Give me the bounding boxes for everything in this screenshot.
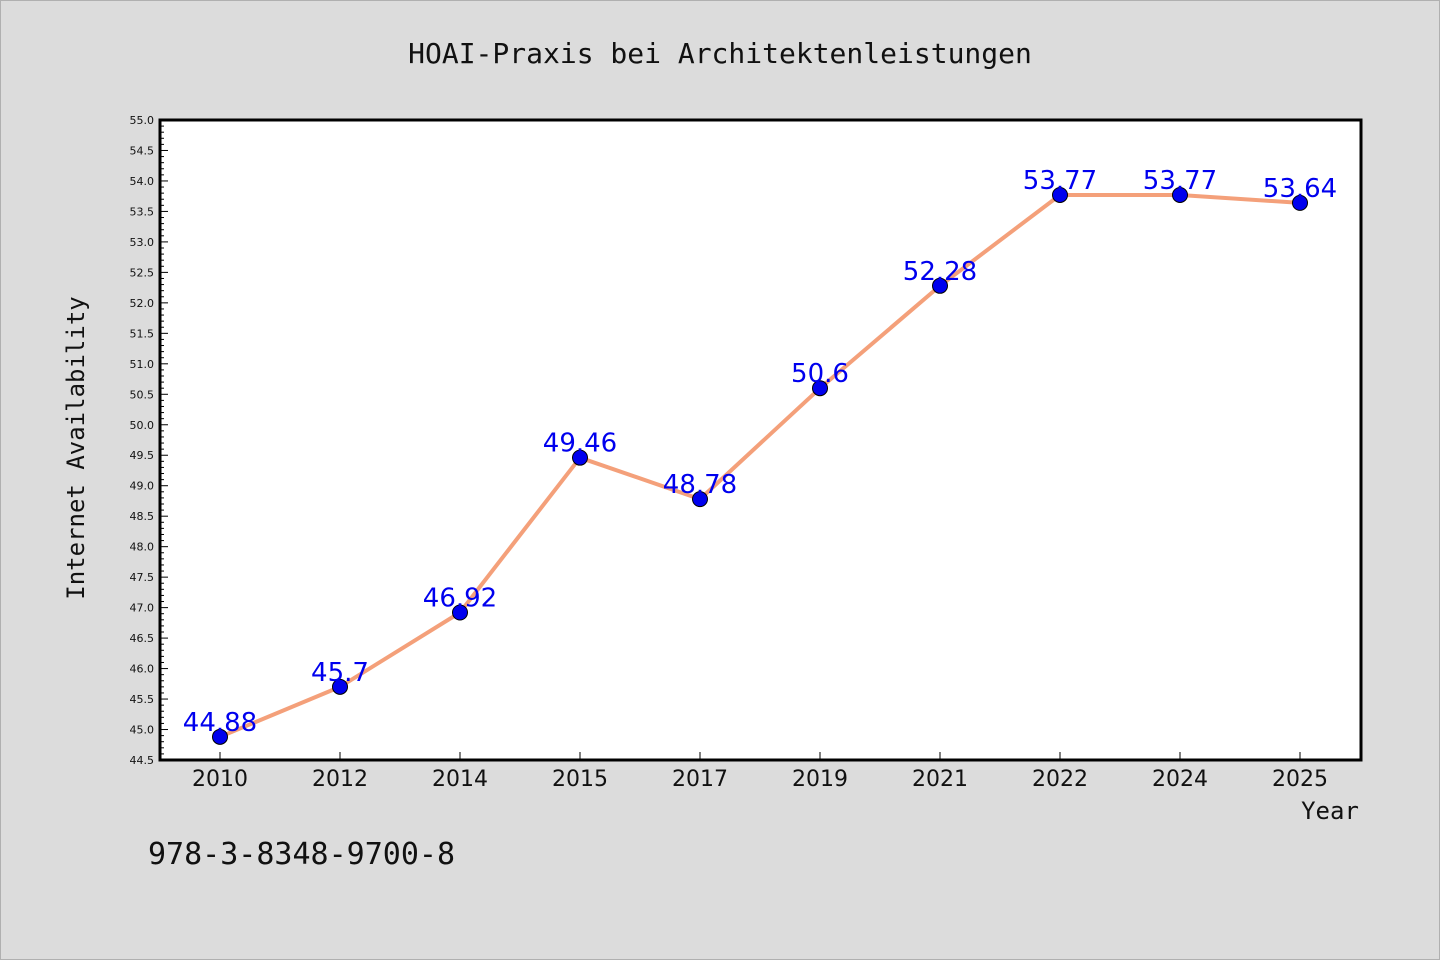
data-point bbox=[692, 491, 708, 508]
data-label: 44.88 bbox=[183, 708, 257, 738]
data-point bbox=[1172, 186, 1188, 203]
x-tick-label: 2022 bbox=[1032, 767, 1088, 792]
data-point bbox=[332, 678, 348, 695]
data-point bbox=[812, 380, 828, 397]
y-tick-label: 44.5 bbox=[130, 754, 155, 767]
y-tick-label: 50.0 bbox=[130, 419, 155, 432]
y-tick-label: 51.0 bbox=[130, 358, 155, 371]
y-tick-label: 52.5 bbox=[130, 266, 155, 279]
data-label: 49.46 bbox=[543, 429, 617, 459]
plot-area bbox=[160, 120, 1361, 760]
x-tick-label: 2025 bbox=[1272, 767, 1328, 792]
x-tick-label: 2019 bbox=[792, 767, 848, 792]
x-tick-label: 2021 bbox=[912, 767, 968, 792]
y-tick-label: 54.0 bbox=[130, 175, 155, 188]
x-tick-label: 2012 bbox=[312, 767, 368, 792]
data-label: 50.6 bbox=[791, 359, 849, 389]
y-tick-label: 49.5 bbox=[130, 449, 155, 462]
y-tick-label: 49.0 bbox=[130, 480, 155, 493]
data-point bbox=[1292, 194, 1308, 211]
y-tick-label: 54.5 bbox=[130, 144, 155, 157]
plot-border bbox=[158, 118, 1363, 762]
x-axis: 2010 2012 2014 2015 2017 2019 2021 2022 2024 2025 bbox=[192, 752, 1328, 792]
y-tick-label: 46.0 bbox=[130, 663, 155, 676]
data-label: 53.77 bbox=[1023, 166, 1097, 196]
y-tick-label: 51.5 bbox=[130, 327, 155, 340]
data-point bbox=[572, 449, 588, 466]
x-axis-label: Year bbox=[1301, 797, 1359, 825]
y-tick-label: 48.5 bbox=[130, 510, 155, 523]
x-tick-label: 2015 bbox=[552, 767, 608, 792]
data-label: 53.77 bbox=[1143, 166, 1217, 196]
y-tick-label: 52.0 bbox=[130, 297, 155, 310]
y-axis: 44.5 45.0 45.5 46.0 46.5 47.0 47.5 48.0 48.5 49.0… bbox=[130, 114, 168, 767]
data-labels: 44.88 45.7 46.92 49.46 48.78 50.6 52.28 53.77 53… bbox=[183, 166, 1337, 738]
x-tick-label: 2014 bbox=[432, 767, 488, 792]
data-point bbox=[452, 604, 468, 621]
y-tick-label: 47.0 bbox=[130, 602, 155, 615]
data-label: 48.78 bbox=[663, 470, 737, 500]
data-point bbox=[1052, 186, 1068, 203]
y-tick-label: 55.0 bbox=[130, 114, 155, 127]
y-tick-label: 45.5 bbox=[130, 693, 155, 706]
x-tick-label: 2024 bbox=[1152, 767, 1208, 792]
series-group bbox=[212, 186, 1308, 745]
y-tick-label: 53.0 bbox=[130, 236, 155, 249]
x-tick-label: 2010 bbox=[192, 767, 248, 792]
footer-isbn: 978-3-8348-9700-8 bbox=[148, 837, 455, 872]
y-tick-label: 50.5 bbox=[130, 388, 155, 401]
y-tick-label: 48.0 bbox=[130, 541, 155, 554]
data-point bbox=[932, 277, 948, 294]
y-axis-label: Internet Availability bbox=[62, 296, 90, 599]
data-label: 46.92 bbox=[423, 583, 497, 613]
data-label: 45.7 bbox=[311, 658, 369, 688]
y-tick-label: 46.5 bbox=[130, 632, 155, 645]
data-point bbox=[212, 728, 228, 745]
y-tick-label: 45.0 bbox=[130, 724, 155, 737]
data-label: 52.28 bbox=[903, 257, 977, 287]
chart-title: HOAI-Praxis bei Architektenleistungen bbox=[408, 37, 1032, 70]
series-line bbox=[219, 192, 1301, 739]
y-tick-label: 47.5 bbox=[130, 571, 155, 584]
data-label: 53.64 bbox=[1263, 174, 1337, 204]
y-tick-label: 53.5 bbox=[130, 205, 155, 218]
x-tick-label: 2017 bbox=[672, 767, 728, 792]
